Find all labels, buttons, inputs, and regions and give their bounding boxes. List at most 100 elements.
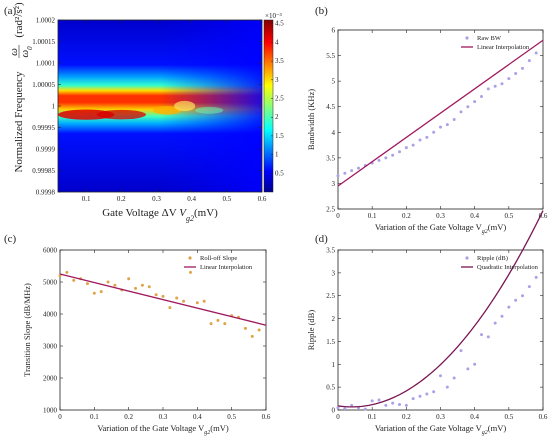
a-y-tick-label: 0.99995 (32, 124, 55, 132)
d-data-point (486, 335, 490, 339)
a-heatmap-hotspot (58, 109, 115, 120)
a-heatmap-hotspot (195, 106, 224, 114)
d-y-tick-label: 1.5 (326, 338, 335, 346)
b-data-point (439, 125, 442, 129)
b-data-point (486, 87, 490, 91)
b-data-point (357, 166, 360, 170)
a-x-tick-label: 0.5 (222, 195, 231, 203)
c-data-point (188, 270, 192, 274)
c-data-point (209, 322, 213, 326)
d-y-tick-label: 2 (332, 315, 336, 323)
d-data-point (452, 376, 456, 380)
c-y-tick-label: 6000 (43, 247, 58, 255)
d-y-tick-label: 3 (332, 269, 336, 277)
b-data-point (343, 171, 347, 175)
d-fit-curve (337, 210, 544, 408)
c-x-axis-label: Variation of the Gate Voltage Vg2(mV) (97, 423, 229, 436)
b-x-tick-label: 0.2 (402, 212, 411, 220)
a-y-fraction-numerator: ω (8, 48, 20, 56)
a-colorbar-tick-label: 2 (275, 113, 279, 121)
a-y-tick-label: 0.9998 (36, 189, 56, 197)
a-colorbar-tick-label: 2.5 (275, 95, 284, 103)
a-y-axis-label: Normalized Frequency (13, 71, 25, 173)
b-data-point (350, 169, 354, 173)
b-x-tick-label: 0.4 (470, 212, 479, 220)
c-data-point (175, 296, 179, 300)
c-data-point (154, 293, 158, 297)
a-y-tick-label: 1.0001 (36, 60, 56, 68)
a-heatmap-hotspot (174, 100, 196, 112)
a-x-tick-label: 0.3 (152, 195, 161, 203)
d-panel-label: (d) (315, 233, 328, 245)
a-colorbar-tick-label: 3.5 (275, 57, 284, 65)
a-y-tick-label: 1.00015 (32, 38, 55, 46)
d-y-tick-label: 3.5 (326, 247, 335, 255)
b-fit-line (337, 39, 544, 187)
d-x-tick-label: 0.3 (436, 413, 445, 421)
b-x-tick-label: 0.3 (436, 212, 445, 220)
d-y-axis-label: Ripple (dB) (306, 310, 316, 351)
b-panel-label: (b) (315, 5, 328, 17)
d-legend-entry: Ripple (dB) (477, 255, 508, 262)
c-data-point (99, 290, 103, 294)
a-colorbar-tick-label: 1.5 (275, 132, 284, 140)
b-data-point (425, 135, 429, 139)
d-data-point (398, 403, 401, 407)
c-data-point (250, 334, 254, 338)
c-data-point (168, 306, 172, 310)
b-data-point (418, 138, 422, 142)
d-x-tick-label: 0.6 (539, 413, 548, 421)
d-data-point (384, 403, 388, 407)
c-legend-entry: Linear Interpolation (200, 264, 253, 271)
b-legend-marker (465, 36, 469, 40)
c-data-point (134, 286, 138, 290)
b-legend-entry: Raw BW (477, 35, 502, 42)
d-data-point (404, 403, 408, 407)
c-plot-frame (59, 249, 267, 411)
d-data-point (377, 398, 381, 402)
c-data-point (140, 283, 144, 287)
b-data-point (500, 82, 504, 86)
c-data-point (92, 291, 96, 295)
a-colorbar-tick-label: 4 (275, 38, 279, 46)
d-x-tick-label: 0.1 (368, 413, 377, 421)
d-data-point (521, 294, 524, 298)
b-data-point (534, 51, 538, 55)
c-y-axis-label: Transition Slope (dB/MHz) (22, 283, 32, 377)
d-data-point (336, 406, 340, 410)
b-data-point (391, 153, 395, 157)
b-data-point (411, 143, 415, 147)
d-data-point (363, 407, 367, 411)
a-heatmap-fade (58, 20, 262, 192)
c-data-point (85, 282, 89, 286)
d-data-point (493, 321, 497, 325)
d-data-point (343, 407, 347, 411)
a-heatmap-hotspot (96, 109, 146, 120)
d-data-point (411, 397, 415, 401)
d-data-point (391, 401, 395, 405)
panel-d-ripple: (d) 0 0.1 0.2 0.3 0.4 0.5 0.6 0 0.5 1 1.5 2 2.5 3 3.5 Ri… (306, 210, 548, 436)
b-y-tick-label: 5 (332, 78, 336, 86)
b-legend-entry: Linear Interpolation (477, 44, 530, 51)
b-x-tick-label: 0.5 (504, 212, 513, 220)
c-data-point (106, 280, 110, 284)
c-x-tick-label: 0.3 (159, 413, 168, 421)
d-x-tick-label: 0.2 (402, 413, 411, 421)
c-data-point (113, 283, 117, 287)
c-y-tick-label: 1000 (43, 407, 58, 415)
c-y-tick-label: 4000 (43, 311, 58, 319)
d-data-point (370, 399, 374, 403)
c-data-point (161, 294, 165, 298)
b-y-tick-label: 4.5 (326, 103, 335, 111)
panel-a-heatmap: (a) 0.1 0.2 0.3 0.4 0.5 0.6 0.9998 0.99985 0.9999… (4, 2, 284, 222)
a-x-tick-label: 0.2 (117, 195, 126, 203)
d-data-point (473, 362, 477, 366)
d-y-tick-label: 0.5 (326, 384, 335, 392)
a-x-tick-label: 0.4 (187, 195, 196, 203)
a-y-axis-label-group: Normalized Frequency ω ω0 (rad²/s²) (8, 2, 34, 173)
c-legend-entry: Roll-off Slope (200, 255, 237, 262)
a-x-tick-label: 0.6 (258, 195, 267, 203)
c-x-tick-label: 0.5 (227, 413, 236, 421)
c-x-tick-label: 0.6 (262, 413, 271, 421)
